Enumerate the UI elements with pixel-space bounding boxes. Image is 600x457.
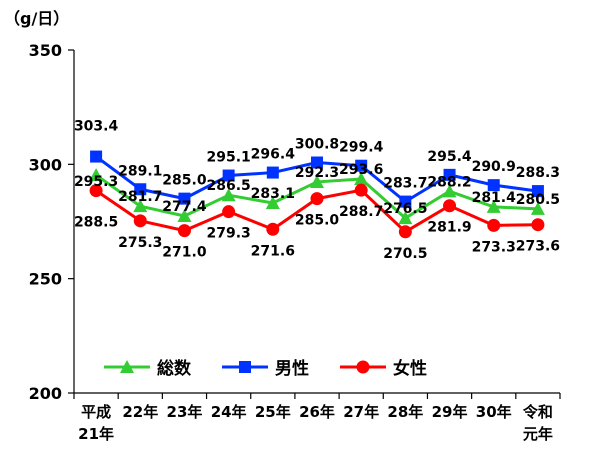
x-tick-label: 21年 [78,425,114,443]
data-point [531,185,544,198]
x-tick-label: 平成 [81,403,111,421]
legend-marker [356,360,370,374]
data-label: 271.6 [251,243,295,259]
x-tick-label: 29年 [432,403,468,421]
x-tick-label: 23年 [167,403,203,421]
legend-marker [239,361,251,373]
data-label: 303.4 [74,119,119,135]
x-tick-label: 24年 [211,403,247,421]
y-tick-label: 250 [29,270,62,289]
data-point [134,183,147,196]
data-point [486,199,501,213]
data-label: 296.4 [251,147,296,163]
legend-label: 総数 [157,358,192,379]
data-label: 275.3 [118,235,162,251]
data-point [310,174,324,188]
data-label: 277.4 [162,199,207,215]
data-point [133,214,147,228]
data-label: 280.5 [516,192,560,208]
data-point [487,218,501,232]
y-tick-label: 300 [29,155,62,174]
data-label: 279.3 [206,226,250,242]
x-tick-label: 22年 [122,403,158,421]
data-point [311,156,323,169]
data-point [222,169,235,182]
data-label: 285.0 [162,173,207,189]
data-point [90,150,103,163]
x-tick-label: 元年 [523,425,553,443]
data-label: 295.4 [427,149,472,165]
data-point [89,184,103,198]
data-label: 295.1 [206,150,250,166]
data-point [398,225,412,239]
data-point [442,184,457,198]
data-label: 271.0 [162,245,207,261]
y-tick-label: 350 [29,41,62,60]
data-point [487,179,500,192]
x-tick-label: 25年 [255,403,291,421]
data-point [354,171,369,185]
data-label: 288.7 [339,204,383,220]
y-tick-label: 200 [29,384,62,403]
unit-label: （g/日） [4,9,69,28]
data-point [399,195,412,208]
x-tick-label: 令和 [523,403,553,421]
x-tick-label: 28年 [387,403,423,421]
x-tick-label: 30年 [476,403,512,421]
data-point [221,188,236,202]
data-point [443,199,457,213]
data-label: 273.3 [472,239,516,255]
data-label: 288.5 [74,215,118,231]
data-label: 299.4 [339,140,384,156]
data-label: 295.3 [74,174,118,190]
data-point [177,224,191,238]
data-point [266,166,279,179]
data-label: 288.2 [427,174,471,190]
data-point [177,209,192,223]
data-point [310,192,324,206]
data-label: 273.6 [516,239,560,255]
data-label: 290.9 [472,159,516,175]
data-label: 283.7 [383,176,427,192]
data-label: 281.4 [472,190,517,206]
data-point [354,183,368,197]
legend-label: 女性 [393,358,427,379]
legend-label: 男性 [275,358,309,379]
data-point [530,201,545,215]
data-point [443,168,456,181]
data-label: 286.5 [206,178,250,194]
data-label: 293.6 [339,162,383,178]
data-label: 281.7 [118,189,162,205]
data-label: 270.5 [383,246,427,262]
data-point [355,159,368,172]
data-point [265,195,280,209]
data-label: 300.8 [295,137,339,153]
data-point [266,222,280,236]
data-point [398,211,413,225]
data-point [222,205,236,219]
data-label: 292.3 [295,165,339,181]
data-label: 288.3 [516,165,560,181]
x-tick-label: 27年 [343,403,379,421]
data-label: 283.1 [251,186,295,202]
data-label: 281.9 [427,220,471,236]
data-label: 289.1 [118,163,162,179]
data-point [531,218,545,232]
legend-marker [120,360,134,373]
data-point [89,168,104,182]
data-label: 276.5 [383,201,427,217]
data-label: 285.0 [295,213,340,229]
data-point [133,199,148,213]
data-point [178,192,191,205]
x-tick-label: 26年 [299,403,335,421]
